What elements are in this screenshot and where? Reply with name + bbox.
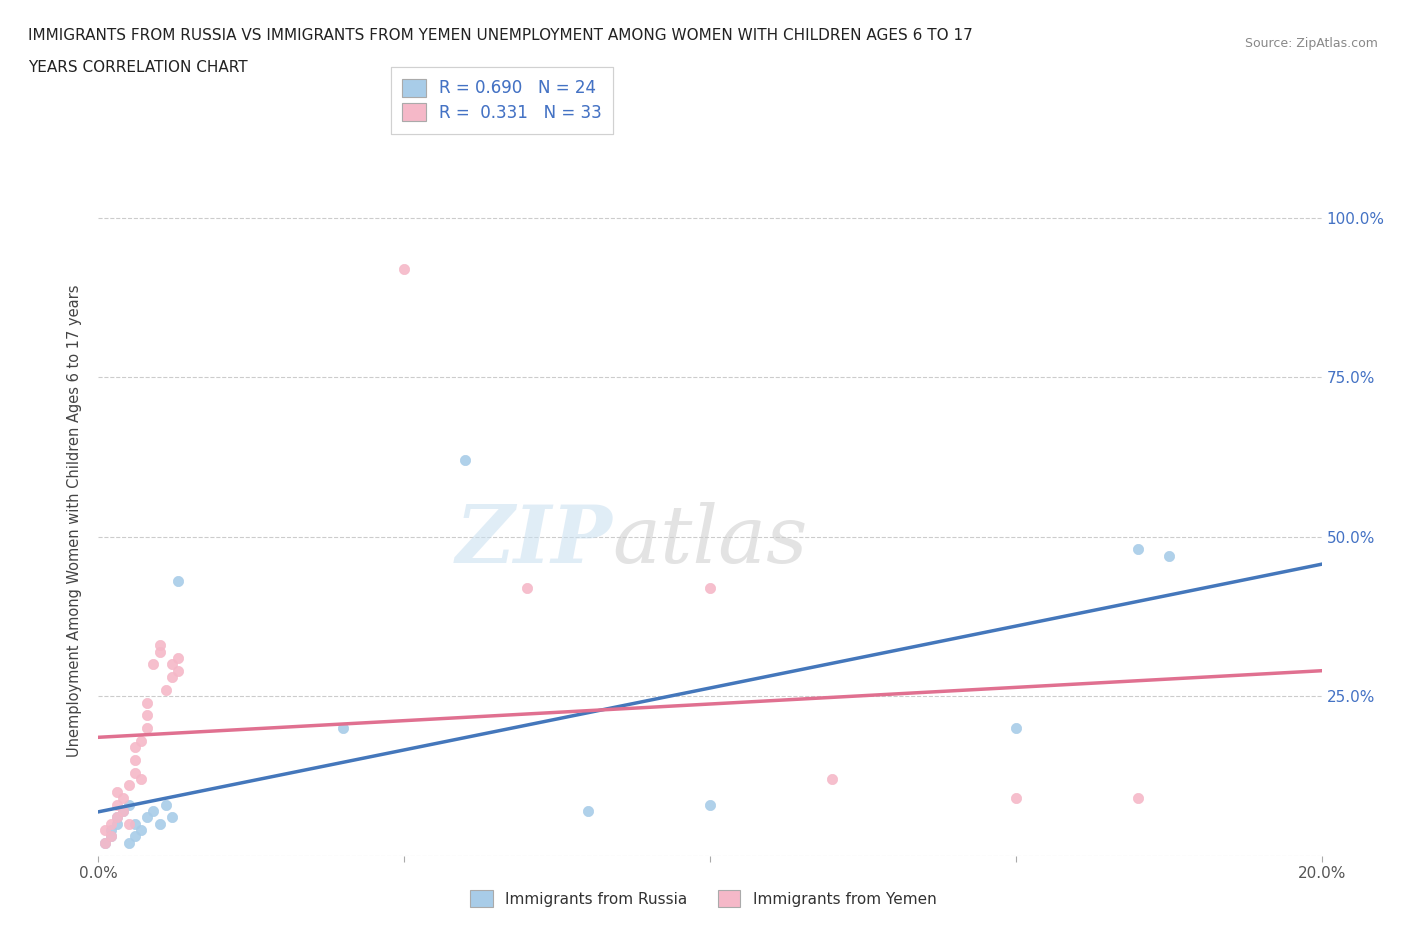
Point (155, 683, 177, 698)
Point (105, 810, 128, 825)
Point (392, 261, 416, 276)
Point (1004, 721, 1026, 736)
Point (93, 835, 115, 850)
Point (129, 734, 152, 749)
Point (576, 804, 599, 818)
Point (1128, 790, 1150, 805)
Point (105, 810, 128, 825)
Point (699, 797, 721, 812)
Point (149, 817, 172, 831)
Point (129, 823, 152, 838)
Point (160, 670, 183, 684)
Point (136, 721, 159, 736)
Point (167, 650, 190, 665)
Point (454, 453, 477, 468)
Point (136, 810, 159, 825)
Point (111, 804, 134, 818)
Point (100, 817, 122, 831)
Point (821, 772, 844, 787)
Point (155, 797, 177, 812)
Point (124, 829, 146, 844)
Point (93, 823, 115, 838)
Text: IMMIGRANTS FROM RUSSIA VS IMMIGRANTS FROM YEMEN UNEMPLOYMENT AMONG WOMEN WITH CH: IMMIGRANTS FROM RUSSIA VS IMMIGRANTS FRO… (28, 28, 973, 43)
Point (118, 835, 141, 850)
Point (105, 817, 128, 831)
Point (699, 580, 721, 595)
Text: YEARS CORRELATION CHART: YEARS CORRELATION CHART (28, 60, 247, 75)
Point (100, 829, 122, 844)
Point (124, 752, 146, 767)
Y-axis label: Unemployment Among Women with Children Ages 6 to 17 years: Unemployment Among Women with Children A… (67, 285, 83, 757)
Point (111, 804, 134, 818)
Point (142, 804, 165, 818)
Point (118, 817, 141, 831)
Text: atlas: atlas (612, 502, 807, 579)
Point (111, 790, 134, 805)
Point (136, 708, 159, 723)
Point (93, 835, 115, 850)
Point (1128, 542, 1150, 557)
Point (118, 778, 141, 793)
Text: ZIP: ZIP (456, 502, 612, 579)
Text: Source: ZipAtlas.com: Source: ZipAtlas.com (1244, 37, 1378, 50)
Point (142, 657, 165, 671)
Point (124, 817, 146, 831)
Point (160, 657, 183, 671)
Point (100, 823, 122, 838)
Point (100, 829, 122, 844)
Point (149, 638, 172, 653)
Point (332, 721, 354, 736)
Point (105, 797, 128, 812)
Point (124, 765, 146, 780)
Point (160, 810, 183, 825)
Point (105, 784, 128, 799)
Point (1157, 549, 1180, 564)
Point (129, 772, 152, 787)
Point (118, 797, 141, 812)
Point (516, 580, 538, 595)
Point (167, 574, 190, 589)
Point (1004, 790, 1026, 805)
Point (149, 644, 172, 659)
Point (136, 695, 159, 710)
Legend: R = 0.690   N = 24, R =  0.331   N = 33: R = 0.690 N = 24, R = 0.331 N = 33 (391, 67, 613, 134)
Point (124, 739, 146, 754)
Legend: Immigrants from Russia, Immigrants from Yemen: Immigrants from Russia, Immigrants from … (464, 884, 942, 913)
Point (167, 663, 190, 678)
